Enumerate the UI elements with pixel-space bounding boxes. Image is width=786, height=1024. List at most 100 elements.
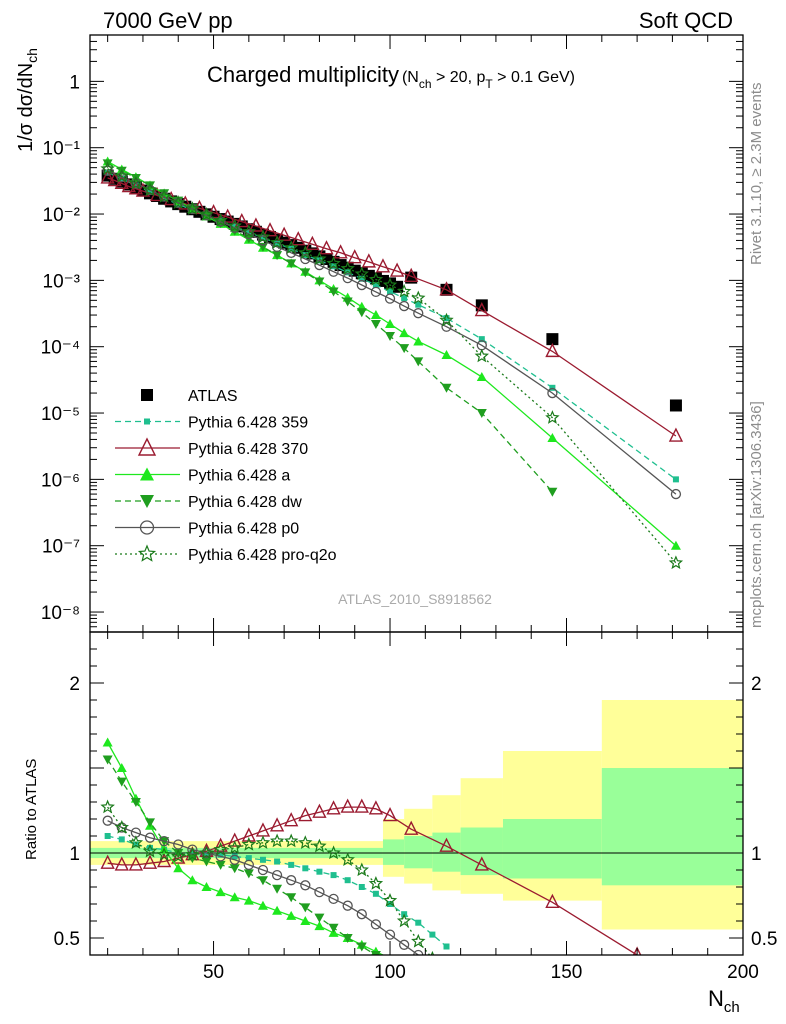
ratio-point <box>229 864 240 874</box>
series-line <box>107 162 553 493</box>
ratio-point <box>145 818 156 828</box>
ratio-point <box>128 835 144 849</box>
data-point <box>227 218 242 233</box>
data-point <box>298 245 313 259</box>
series-line <box>107 160 677 547</box>
data-point <box>545 410 560 424</box>
ratio-point <box>203 851 210 858</box>
ratio-point <box>189 850 196 856</box>
data-point <box>229 222 240 233</box>
y-tick-label: 10⁻³ <box>43 271 81 292</box>
legend-marker <box>140 495 154 508</box>
legend-label: Pythia 6.428 pro-q2o <box>188 547 337 564</box>
ratio-point <box>274 858 281 865</box>
header-left: 7000 GeV pp <box>103 8 233 33</box>
ratio-point <box>298 807 313 822</box>
data-point <box>389 262 405 277</box>
data-point <box>328 287 339 297</box>
ratio-bands <box>90 700 743 970</box>
legend-marker <box>144 418 150 425</box>
data-point <box>142 182 158 197</box>
data-point <box>245 229 252 236</box>
data-point <box>340 261 355 275</box>
ratio-point <box>142 843 158 858</box>
ratio-series-pq2o <box>100 799 435 955</box>
legend-marker <box>139 520 155 535</box>
y-tick-label-right: 0.5 <box>751 929 777 950</box>
data-point <box>274 240 281 247</box>
data-point <box>545 342 560 358</box>
ratio-point <box>428 961 437 970</box>
ratio-point <box>173 863 184 873</box>
ratio-point <box>199 845 214 860</box>
data-point <box>476 409 487 419</box>
ratio-point <box>215 887 226 897</box>
ratio-point <box>354 798 369 813</box>
uncertainty-band-inner <box>382 839 405 865</box>
data-point <box>396 283 412 298</box>
ratio-point <box>102 755 113 765</box>
ratio-point <box>213 842 228 856</box>
data-point <box>249 225 262 238</box>
ratio-point <box>372 890 379 897</box>
y-tick-label: 10⁻⁷ <box>42 537 80 558</box>
data-point <box>213 212 228 227</box>
data-point <box>474 348 489 363</box>
ratio-point <box>272 884 283 894</box>
ratio-point <box>368 876 384 890</box>
ratio-point <box>170 848 186 863</box>
data-point <box>475 299 488 312</box>
title-main: Charged multiplicity <box>207 62 399 87</box>
y-tick-label: 10⁻⁴ <box>41 338 80 359</box>
x-tick-label: 150 <box>551 962 583 983</box>
ratio-point <box>130 798 141 807</box>
data-point <box>384 293 396 304</box>
legend-label: Pythia 6.428 370 <box>188 441 308 458</box>
ratio-point <box>382 807 398 822</box>
title-cut-mid: > 20, p <box>432 69 486 86</box>
data-point <box>669 399 682 412</box>
ratio-point <box>284 812 299 827</box>
ratio-point <box>439 837 454 852</box>
data-point <box>387 288 394 295</box>
data-point <box>170 195 186 209</box>
title-cut-end: > 0.1 GeV) <box>493 69 575 86</box>
ratio-point <box>286 910 297 920</box>
ratio-point <box>326 845 341 860</box>
data-point <box>314 277 325 287</box>
legend-marker <box>137 437 157 456</box>
ratio-point <box>429 931 436 938</box>
data-point <box>199 207 214 221</box>
data-point <box>300 268 311 278</box>
series-line <box>107 172 677 480</box>
main-frame <box>89 34 744 633</box>
data-point <box>549 384 556 391</box>
ratio-point <box>217 851 224 858</box>
data-point <box>354 266 369 281</box>
data-point <box>413 308 424 319</box>
ratio-point <box>326 800 341 815</box>
ratio-point <box>116 777 127 787</box>
data-point <box>439 312 454 327</box>
ratio-series-p0 <box>102 815 437 970</box>
data-point <box>102 165 113 176</box>
ratio-plot: 50 100 150 200 0.5 0.5 1 1 2 2 <box>54 631 777 983</box>
legend-marker <box>140 467 154 481</box>
ratio-point <box>415 919 422 926</box>
data-point <box>342 272 353 284</box>
data-point <box>474 302 489 317</box>
ratio-point <box>243 895 254 905</box>
ratio-point <box>474 856 489 871</box>
ratio-point <box>241 836 256 851</box>
ratio-point <box>245 855 252 862</box>
data-point <box>319 240 334 255</box>
data-point <box>159 189 170 199</box>
ratio-point <box>404 820 419 835</box>
ratio-point <box>271 869 283 881</box>
ratio-point <box>632 946 642 955</box>
data-point <box>173 197 184 209</box>
title-cut: (N <box>402 69 419 86</box>
data-point <box>284 240 299 254</box>
data-point <box>370 310 381 320</box>
ratio-point <box>257 900 268 910</box>
